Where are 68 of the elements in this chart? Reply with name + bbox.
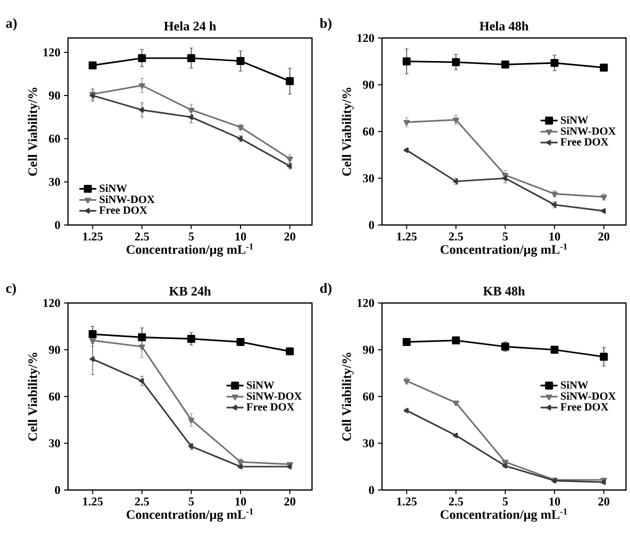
y-tick-label: 120 <box>358 298 374 308</box>
x-tick-label: 2.5 <box>448 232 463 241</box>
x-axis-title: Concentration/μg mL$^{-1}$ <box>126 243 254 257</box>
legend-label: SiNW <box>246 381 274 389</box>
x-tick-label: 5 <box>502 498 508 506</box>
legend-label: SiNW <box>560 381 588 389</box>
y-tick-label: 30 <box>362 174 374 182</box>
text: b) <box>320 18 332 31</box>
legend-label: SiNW <box>560 116 588 124</box>
x-tick-label: 5 <box>188 498 194 506</box>
y-tick-label: 90 <box>362 346 374 354</box>
y-tick-label: 60 <box>48 134 60 143</box>
y-tick-label: 90 <box>48 346 60 354</box>
legend-label: SiNW-DOX <box>560 127 616 135</box>
y-axis-title: Cell Viability/% <box>28 352 40 441</box>
legend-label: SiNW-DOX <box>100 195 155 204</box>
chart-title: KB 24h <box>169 286 211 296</box>
x-tick-label: 10 <box>550 498 560 506</box>
y-axis-title: Cell Viability/% <box>342 352 354 441</box>
legend-label: Free DOX <box>560 138 608 146</box>
y-tick-label: 60 <box>362 127 374 136</box>
text: a) <box>6 18 17 31</box>
x-tick-label: 5 <box>188 232 194 240</box>
x-tick-label: 5 <box>502 232 508 240</box>
x-tick-label: 2.5 <box>448 498 463 506</box>
x-tick-label: 10 <box>236 498 246 506</box>
x-tick-label: 2.5 <box>134 232 149 241</box>
y-tick-label: 90 <box>48 92 60 100</box>
x-tick-label: 1.25 <box>83 498 103 506</box>
y-axis-title: Cell Viability/% <box>342 88 354 176</box>
chart-title: KB 48h <box>483 286 525 296</box>
y-tick-label: 30 <box>362 439 374 448</box>
legend-label: Free DOX <box>246 403 294 411</box>
y-tick-label: 0 <box>368 220 374 230</box>
y-tick-label: 120 <box>358 34 374 42</box>
y-tick-label: 90 <box>362 80 374 89</box>
text: d) <box>320 283 332 296</box>
legend-label: SiNW-DOX <box>246 392 302 400</box>
x-tick-label: 20 <box>284 232 296 241</box>
x-tick-label: 1.25 <box>397 498 417 506</box>
x-tick-label: 1.25 <box>397 232 417 241</box>
x-tick-label: 20 <box>598 498 610 506</box>
legend-label: SiNW <box>100 184 127 192</box>
y-tick-label: 120 <box>44 298 60 308</box>
y-tick-label: 0 <box>54 220 60 230</box>
x-tick-label: 20 <box>284 498 296 506</box>
y-tick-label: 60 <box>362 392 374 401</box>
y-tick-label: 60 <box>48 392 60 401</box>
y-tick-label: 120 <box>44 48 60 56</box>
legend-label: Free DOX <box>560 403 608 411</box>
x-axis-title: Concentration/μg mL$^{-1}$ <box>126 508 254 522</box>
y-tick-label: 30 <box>48 178 60 186</box>
y-tick-label: 0 <box>368 486 374 494</box>
text: c) <box>6 283 16 296</box>
chart-title: Hela 24 h <box>164 21 216 30</box>
x-axis-title: Concentration/μg mL$^{-1}$ <box>440 243 568 257</box>
y-tick-label: 30 <box>48 439 60 448</box>
x-tick-label: 1.25 <box>83 232 103 241</box>
y-tick-label: 0 <box>54 486 60 494</box>
legend-label: Free DOX <box>99 206 148 214</box>
y-axis-title: Cell Viability/% <box>28 88 40 176</box>
x-tick-label: 10 <box>236 232 246 241</box>
x-tick-label: 2.5 <box>134 498 149 506</box>
x-tick-label: 10 <box>550 232 560 241</box>
chart-title: Hela 48h <box>480 21 528 30</box>
x-axis-title: Concentration/μg mL$^{-1}$ <box>440 508 568 522</box>
x-tick-label: 20 <box>598 232 610 241</box>
legend-label: SiNW-DOX <box>560 392 616 400</box>
